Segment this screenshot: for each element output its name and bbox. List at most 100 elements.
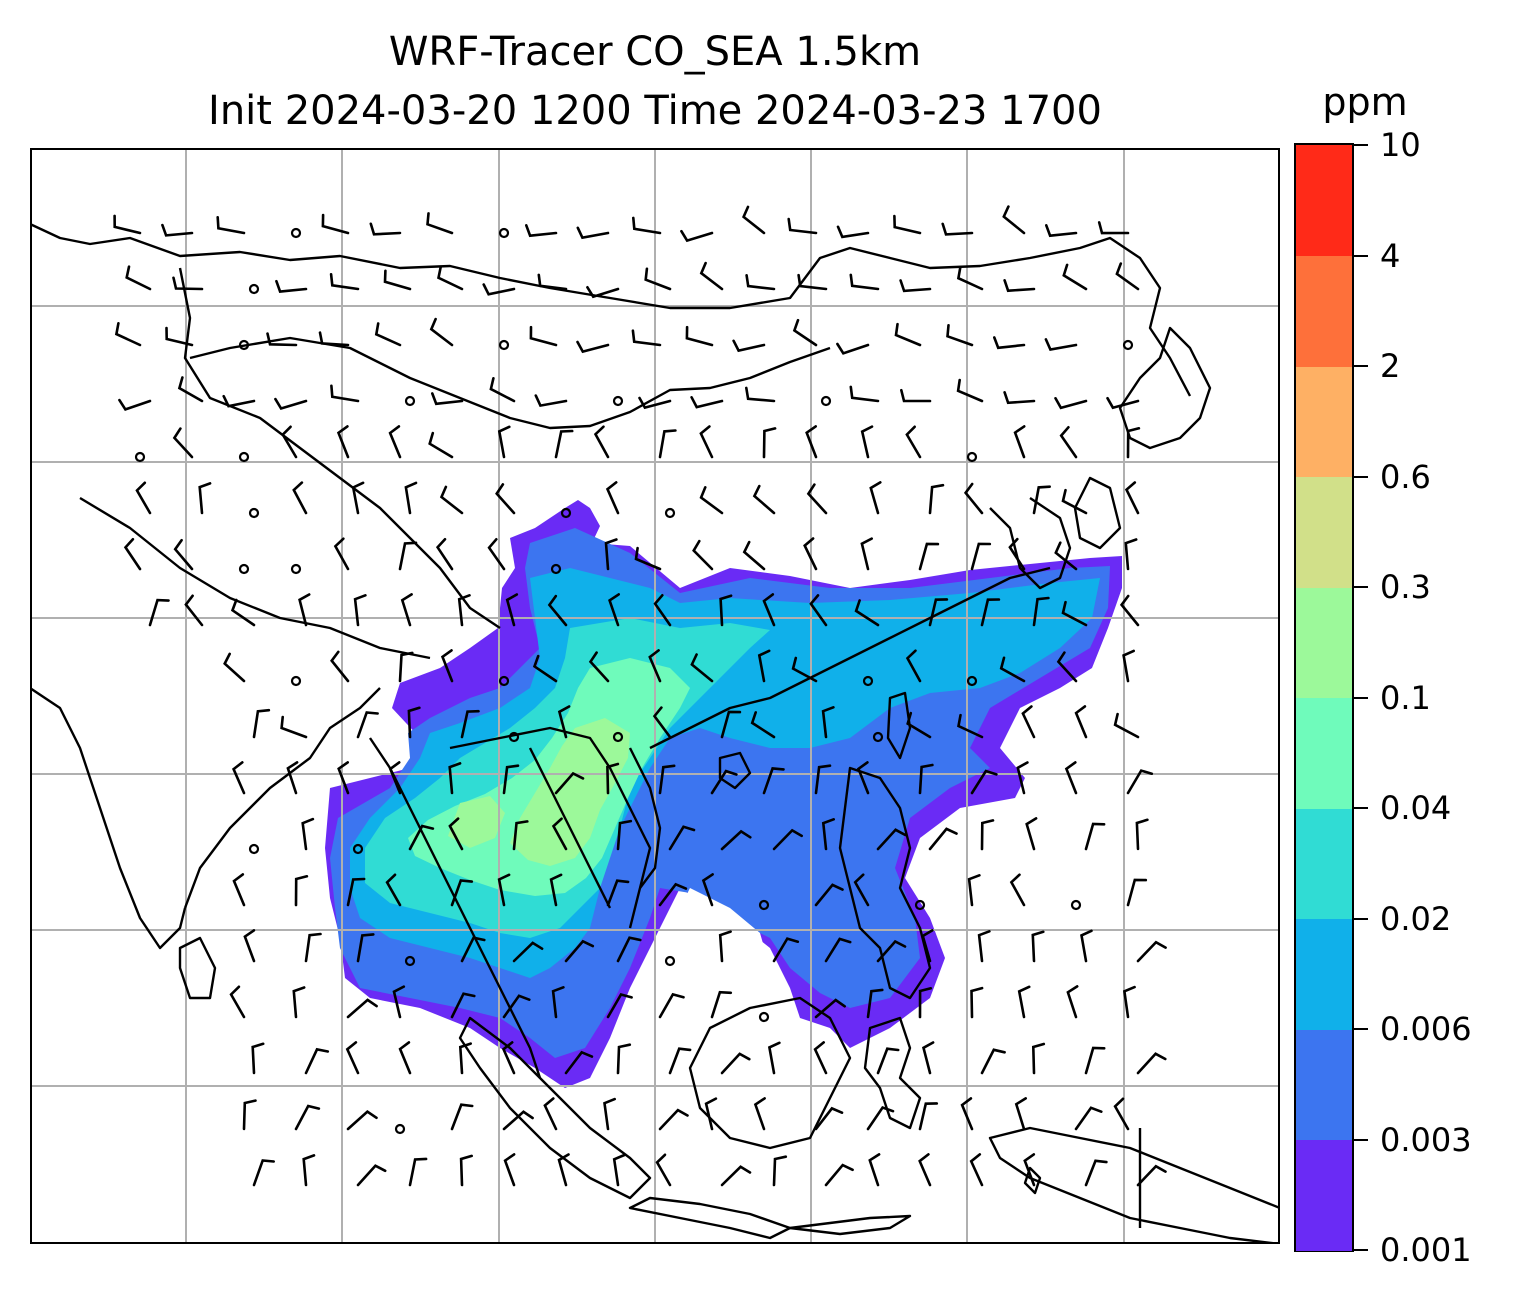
wind-barb — [301, 817, 315, 851]
calm-wind-marker — [238, 563, 250, 575]
calm-wind-marker — [612, 731, 624, 743]
colorbar-tick — [1354, 365, 1368, 367]
calm-wind-marker — [664, 955, 676, 967]
wind-barb — [450, 992, 476, 1019]
wind-barb — [854, 599, 880, 627]
calm-wind-marker — [238, 451, 250, 463]
wind-barb — [593, 425, 610, 459]
wind-barb — [1023, 1153, 1036, 1187]
wind-barb — [252, 1159, 275, 1187]
colorbar-tick-label: 4 — [1380, 236, 1401, 275]
wind-barb — [1025, 817, 1038, 851]
wind-barb — [806, 483, 828, 515]
wind-barb — [525, 224, 558, 238]
calm-wind-marker — [664, 507, 676, 519]
wind-barb — [869, 481, 882, 515]
wind-barb — [720, 1052, 751, 1075]
wind-barb — [385, 873, 402, 907]
colorbar-segment — [1296, 808, 1352, 920]
wind-barb — [685, 325, 714, 347]
wind-barb — [1084, 1046, 1106, 1075]
wind-barb — [805, 425, 818, 459]
wind-barb — [652, 706, 672, 739]
wind-barb — [458, 1042, 472, 1075]
wind-barb — [148, 598, 170, 627]
tracer-free-area — [660, 888, 770, 1028]
wind-barb — [337, 761, 350, 795]
wind-barb — [752, 484, 776, 515]
wind-barb — [489, 377, 516, 403]
wind-barb — [398, 541, 418, 571]
wind-barb — [216, 216, 246, 235]
wind-barb — [356, 1164, 387, 1187]
wind-barb — [860, 537, 873, 571]
wind-barb — [1084, 1159, 1108, 1187]
map-gridlines — [30, 148, 1280, 1244]
wind-barb — [941, 222, 974, 236]
wind-barb — [701, 873, 714, 907]
wind-barb — [1066, 985, 1079, 1019]
wind-barb — [1135, 818, 1149, 851]
coastline-segment — [1023, 1166, 1042, 1195]
wind-barb — [918, 1153, 932, 1187]
wind-barb — [655, 1153, 672, 1187]
calm-wind-marker — [508, 731, 520, 743]
wind-barb — [772, 1155, 788, 1187]
wind-barb — [668, 1047, 692, 1075]
wind-barb — [345, 1041, 360, 1075]
wind-barb — [814, 883, 844, 907]
wind-barb — [292, 986, 306, 1019]
wind-barb — [1061, 600, 1088, 627]
colorbar-segment — [1296, 145, 1352, 257]
wind-barb — [866, 988, 884, 1019]
wind-barb — [557, 705, 571, 739]
wind-barb — [232, 761, 246, 795]
wind-barb — [407, 706, 421, 739]
wind-barb — [803, 537, 818, 571]
wind-barb — [658, 429, 677, 459]
wind-barb — [606, 879, 630, 907]
wind-barb — [512, 820, 529, 851]
wind-barb — [653, 594, 672, 627]
wind-barb — [333, 537, 350, 571]
wind-barb — [400, 593, 413, 627]
map-frame — [30, 148, 1280, 1244]
wind-barb — [999, 656, 1026, 683]
wind-barb — [114, 322, 142, 347]
wind-barb — [113, 214, 142, 235]
wind-barb — [1045, 224, 1078, 238]
wind-barb — [956, 378, 984, 403]
wind-barb — [658, 764, 676, 795]
wind-barb — [222, 394, 256, 408]
calm-wind-marker — [290, 563, 302, 575]
wind-barb — [718, 930, 732, 963]
wind-barb — [392, 985, 406, 1019]
wind-barb — [980, 1048, 1006, 1075]
wind-barb — [921, 929, 934, 963]
wind-barb — [1126, 769, 1154, 795]
wind-barb — [431, 392, 464, 406]
colorbar-tick — [1354, 586, 1368, 588]
wind-barb — [814, 1106, 844, 1131]
wind-barb — [699, 486, 724, 515]
wind-barb — [849, 273, 880, 291]
tracer-free-area — [645, 1028, 750, 1108]
calm-wind-marker — [498, 675, 510, 687]
wind-barb — [252, 708, 271, 739]
calm-wind-marker — [248, 283, 260, 295]
wind-barb — [388, 425, 402, 459]
wind-barb — [429, 317, 454, 347]
coastline-segment — [989, 497, 1072, 590]
colorbar-tick-label: 0.3 — [1380, 568, 1431, 606]
wind-barb — [893, 214, 922, 235]
wind-barb — [956, 266, 984, 291]
wind-barb — [529, 325, 558, 347]
wind-barb — [275, 279, 308, 293]
colorbar-segment — [1296, 918, 1352, 1030]
wind-barb — [993, 336, 1026, 350]
calm-wind-marker — [352, 843, 364, 855]
wind-barb — [1124, 481, 1140, 515]
map-title-line1: WRF-Tracer CO_SEA 1.5km — [388, 29, 922, 75]
wind-barb — [809, 594, 828, 627]
wind-barb — [554, 429, 574, 459]
